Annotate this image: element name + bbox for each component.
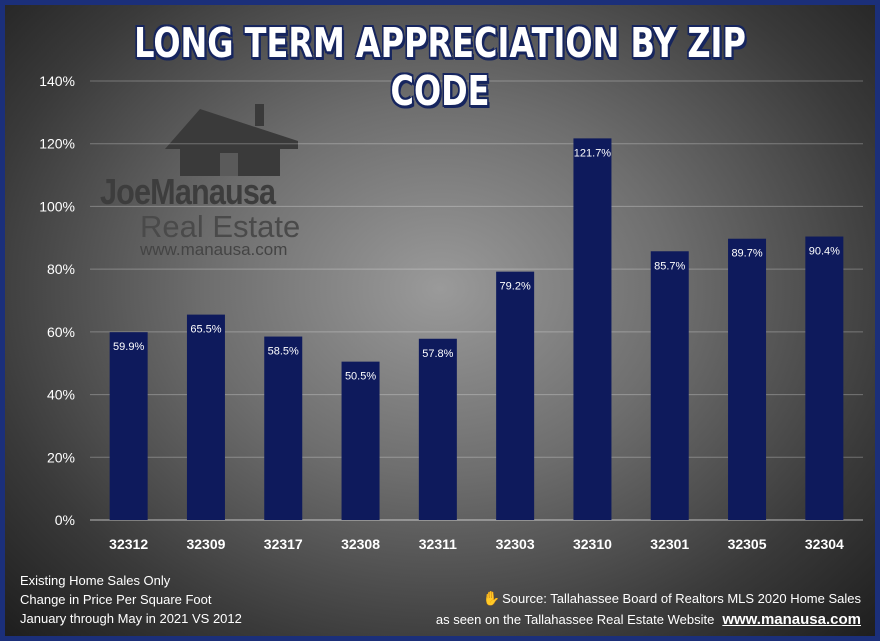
x-tick-label: 32303 bbox=[496, 536, 535, 552]
note-line: Change in Price Per Square Foot bbox=[20, 592, 212, 607]
data-label: 59.9% bbox=[113, 341, 144, 353]
source-line-2: as seen on the Tallahassee Real Estate W… bbox=[435, 612, 715, 627]
y-tick-label: 120% bbox=[39, 136, 75, 152]
bar bbox=[650, 251, 689, 520]
chart-notes: Existing Home Sales Only Change in Price… bbox=[20, 571, 242, 628]
note-line: Existing Home Sales Only bbox=[20, 573, 171, 588]
data-label: 79.2% bbox=[500, 281, 531, 293]
bar bbox=[264, 336, 303, 520]
x-tick-label: 32301 bbox=[650, 536, 689, 552]
note-line: January through May in 2021 VS 2012 bbox=[20, 611, 242, 626]
source-credit: ✋ Source: Tallahassee Board of Realtors M… bbox=[436, 588, 861, 630]
bar bbox=[341, 361, 380, 520]
x-tick-label: 32309 bbox=[186, 536, 225, 552]
bar bbox=[418, 338, 457, 520]
y-tick-label: 40% bbox=[47, 387, 75, 403]
bar bbox=[728, 238, 767, 520]
source-line-1: Source: Tallahassee Board of Realtors ML… bbox=[502, 591, 861, 606]
source-url-link[interactable]: www.manausa.com bbox=[722, 611, 861, 628]
x-tick-label: 32317 bbox=[264, 536, 303, 552]
hand-icon: ✋ bbox=[482, 590, 501, 606]
house-icon bbox=[165, 104, 298, 176]
bar bbox=[573, 138, 612, 520]
data-label: 58.5% bbox=[268, 346, 299, 358]
x-tick-label: 32304 bbox=[805, 536, 844, 552]
y-tick-label: 100% bbox=[39, 198, 75, 214]
x-tick-label: 32311 bbox=[419, 536, 457, 552]
bar bbox=[186, 314, 225, 520]
y-tick-label: 60% bbox=[47, 324, 75, 340]
bar bbox=[109, 332, 148, 520]
x-tick-label: 32310 bbox=[573, 536, 612, 552]
data-label: 50.5% bbox=[345, 371, 376, 383]
data-label: 90.4% bbox=[809, 246, 840, 258]
chart-title: LONG TERM APPRECIATION BY ZIP CODE bbox=[134, 19, 746, 115]
y-tick-label: 0% bbox=[55, 512, 75, 528]
data-label: 85.7% bbox=[654, 260, 685, 272]
data-label: 65.5% bbox=[190, 324, 221, 336]
data-label: 121.7% bbox=[574, 147, 612, 159]
y-tick-label: 80% bbox=[47, 261, 75, 277]
logo-name: JoeManausa bbox=[100, 171, 276, 212]
y-tick-label: 140% bbox=[39, 73, 75, 89]
data-label: 89.7% bbox=[731, 248, 762, 260]
logo-subtitle: Real Estate bbox=[140, 209, 301, 244]
logo: JoeManausa Real Estate www.manausa.com bbox=[100, 101, 300, 266]
x-tick-label: 32308 bbox=[341, 536, 380, 552]
bar-chart: 0% 20% 40% 60% 80% 100% 120% 140% 59.9% 32312 65.5… bbox=[39, 73, 863, 552]
x-tick-label: 32305 bbox=[728, 536, 767, 552]
x-tick-label: 32312 bbox=[109, 536, 148, 552]
bar bbox=[805, 236, 844, 520]
logo-url: www.manausa.com bbox=[140, 240, 288, 259]
y-tick-label: 20% bbox=[47, 449, 75, 465]
bar bbox=[496, 271, 535, 520]
data-label: 57.8% bbox=[422, 348, 453, 360]
